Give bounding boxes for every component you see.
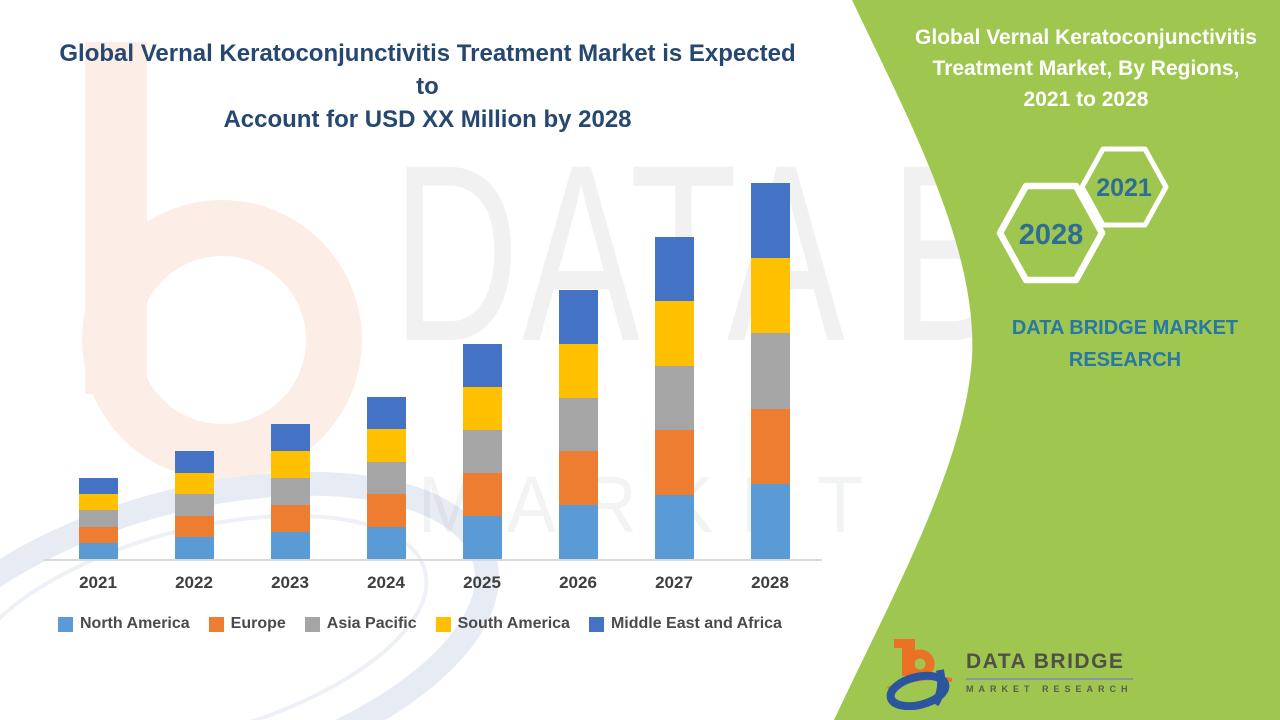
brand-text-line1: DATA BRIDGE MARKET: [1011, 317, 1239, 339]
legend-item-asia-pacific: Asia Pacific: [304, 615, 417, 633]
bar-segment-asia-pacific-2021: [78, 510, 118, 527]
bar-segment-south-america-2021: [78, 494, 118, 510]
right-panel-title-line3: 2021 to 2028: [1023, 88, 1149, 111]
legend-item-europe: Europe: [208, 615, 286, 633]
x-axis-label-2024: 2024: [367, 573, 405, 592]
legend-label: South America: [457, 615, 570, 632]
bar-segment-europe-2025: [462, 473, 502, 516]
bar-segment-north-america-2023: [270, 532, 310, 559]
bar-segment-north-america-2021: [78, 543, 118, 559]
chart-legend: North America Europe Asia Pacific South Ame…: [58, 615, 828, 633]
x-axis-line: [44, 559, 822, 561]
bar-segment-north-america-2024: [366, 527, 406, 559]
legend-swatch: [208, 616, 224, 632]
bar-segment-asia-pacific-2025: [462, 430, 502, 473]
legend-swatch: [304, 616, 320, 632]
bar-segment-asia-pacific-2026: [558, 398, 598, 451]
x-axis-label-2022: 2022: [175, 573, 213, 592]
bar-segment-north-america-2025: [462, 516, 502, 559]
x-axis-label-2026: 2026: [559, 573, 597, 592]
bar-segment-europe-2027: [654, 430, 694, 495]
bar-segment-middle-east-and-africa-2027: [654, 237, 694, 301]
bar-segment-middle-east-and-africa-2024: [366, 397, 406, 429]
bar-segment-north-america-2022: [174, 537, 214, 559]
green-panel-shape: [834, 0, 1280, 720]
bar-segment-south-america-2025: [462, 387, 502, 430]
bar-segment-asia-pacific-2023: [270, 478, 310, 505]
bar-segment-north-america-2027: [654, 495, 694, 559]
bar-segment-asia-pacific-2024: [366, 462, 406, 494]
bar-segment-south-america-2023: [270, 451, 310, 478]
bar-segment-middle-east-and-africa-2022: [174, 451, 214, 473]
bar-segment-europe-2022: [174, 516, 214, 537]
bar-segment-europe-2023: [270, 505, 310, 532]
logo-subtitle: MARKET RESEARCH: [966, 684, 1133, 694]
x-axis-label-2028: 2028: [751, 573, 789, 592]
legend-label: Asia Pacific: [326, 615, 417, 632]
bar-segment-south-america-2024: [366, 429, 406, 462]
chart-title-line2: Account for USD XX Million by 2028: [223, 106, 632, 133]
chart-title-line1: Global Vernal Keratoconjunctivitis Treat…: [59, 40, 796, 100]
legend-label: North America: [80, 615, 190, 632]
legend-item-south-america: South America: [435, 615, 570, 633]
legend-item-middle-east-and-africa: Middle East and Africa: [588, 615, 782, 633]
bar-segment-asia-pacific-2027: [654, 366, 694, 430]
stacked-bar-chart: 2021 2022 2023 2024 2025 2026 2027 2028: [44, 183, 822, 592]
bar-segment-middle-east-and-africa-2023: [270, 424, 310, 451]
bar-segment-asia-pacific-2028: [750, 333, 790, 409]
right-panel-title: Global Vernal Keratoconjunctivitis Treat…: [890, 22, 1280, 115]
chart-title: Global Vernal Keratoconjunctivitis Treat…: [55, 37, 800, 136]
bar-segment-europe-2028: [750, 409, 790, 484]
x-axis-label-2025: 2025: [463, 573, 501, 592]
legend-swatch: [588, 616, 604, 632]
bar-segment-south-america-2026: [558, 344, 598, 398]
databridge-logo: DATA BRIDGE MARKET RESEARCH: [886, 634, 1133, 710]
legend-item-north-america: North America: [58, 615, 190, 633]
legend-label: Europe: [230, 615, 286, 632]
legend-label: Middle East and Africa: [610, 615, 782, 632]
bar-segment-europe-2021: [78, 527, 118, 543]
right-panel-title-line1: Global Vernal Keratoconjunctivitis: [915, 26, 1257, 49]
x-axis-label-2027: 2027: [655, 573, 693, 592]
x-axis-label-2021: 2021: [79, 573, 117, 592]
bar-segment-south-america-2022: [174, 473, 214, 494]
brand-text-line2: RESEARCH: [1068, 349, 1182, 371]
databridge-logo-mark: [886, 639, 953, 710]
bar-segment-middle-east-and-africa-2028: [750, 183, 790, 258]
x-axis-label-2023: 2023: [271, 573, 309, 592]
bar-segment-asia-pacific-2022: [174, 494, 214, 516]
right-panel-title-line2: Treatment Market, By Regions,: [932, 57, 1240, 80]
bar-segment-north-america-2028: [750, 484, 790, 559]
bar-segment-middle-east-and-africa-2025: [462, 344, 502, 387]
logo-title: DATA BRIDGE: [966, 650, 1133, 680]
legend-swatch: [435, 616, 451, 632]
bar-segment-middle-east-and-africa-2026: [558, 290, 598, 344]
bar-segment-europe-2024: [366, 494, 406, 527]
legend-swatch: [58, 616, 73, 632]
bar-segment-middle-east-and-africa-2021: [78, 478, 118, 494]
bar-segment-south-america-2028: [750, 258, 790, 333]
bar-segment-south-america-2027: [654, 301, 694, 366]
bar-segment-north-america-2026: [558, 505, 598, 559]
brand-text: DATA BRIDGE MARKET RESEARCH: [955, 312, 1280, 376]
databridge-logo-text: DATA BRIDGE MARKET RESEARCH: [966, 650, 1133, 694]
bar-segment-europe-2026: [558, 451, 598, 505]
